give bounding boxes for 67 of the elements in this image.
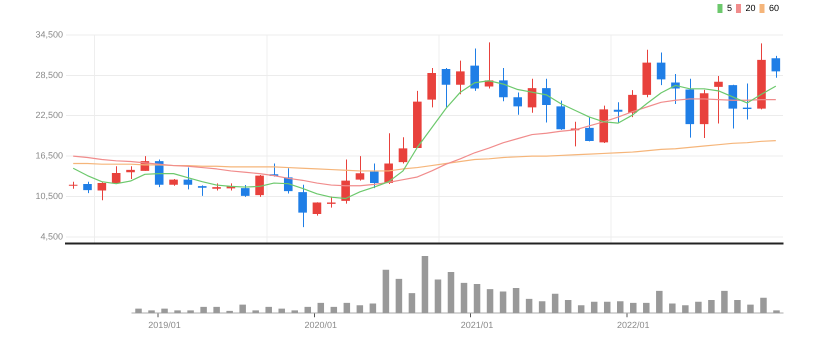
x-tick-label: 2021/01 <box>460 320 494 330</box>
legend-label: 5 <box>726 2 732 13</box>
bar <box>734 300 741 314</box>
bar <box>396 278 402 314</box>
bar <box>486 289 494 314</box>
bar <box>330 306 338 314</box>
candlestick <box>442 67 450 108</box>
bar <box>538 301 546 314</box>
bar <box>604 302 610 314</box>
bar <box>304 306 312 314</box>
candlestick <box>398 136 408 164</box>
x-tick-label: 2019/01 <box>148 320 181 330</box>
y-tick-label: 10,500 <box>35 190 63 201</box>
bar <box>408 293 416 314</box>
candlestick <box>714 76 723 124</box>
y-tick-label: 16,500 <box>35 150 63 161</box>
candlestick <box>513 92 522 116</box>
candlestick <box>742 82 752 120</box>
bar <box>564 300 572 314</box>
bar <box>747 304 754 314</box>
bar <box>161 308 168 314</box>
bar <box>213 306 220 314</box>
y-tick-label: 34,500 <box>35 29 63 40</box>
bar <box>265 306 272 314</box>
bar <box>512 288 520 314</box>
bar <box>370 303 376 314</box>
y-tick-label: 22,500 <box>35 110 63 120</box>
bar <box>448 272 454 314</box>
bar <box>422 256 428 314</box>
bar <box>318 302 324 314</box>
bar <box>630 302 637 314</box>
bar <box>578 305 584 314</box>
y-tick-label: 28,500 <box>35 70 63 80</box>
bar <box>382 270 390 314</box>
candlestick <box>126 166 135 180</box>
legend-label: 20 <box>745 2 756 13</box>
bar <box>239 304 246 314</box>
bar <box>682 305 689 314</box>
bar <box>695 302 702 314</box>
candlestick <box>240 184 250 198</box>
bar <box>708 300 715 314</box>
candlestick <box>772 55 780 78</box>
bar <box>526 298 532 314</box>
bar <box>278 308 285 314</box>
candlestick <box>83 181 92 194</box>
bar <box>760 298 767 314</box>
x-tick-label: 2022/01 <box>616 320 650 330</box>
bar <box>590 302 598 314</box>
candlestick <box>169 178 178 186</box>
bar <box>460 282 468 314</box>
bar <box>552 294 558 314</box>
bar <box>616 301 624 314</box>
bar <box>656 290 663 314</box>
x-tick-label: 2020/01 <box>304 320 338 330</box>
bar <box>135 308 142 314</box>
candlestick <box>312 202 322 216</box>
bar <box>344 302 350 314</box>
bar <box>669 303 676 314</box>
y-tick-label: 4,500 <box>40 231 63 242</box>
legend-label: 60 <box>768 2 780 13</box>
bar <box>643 302 650 314</box>
bar <box>474 284 480 314</box>
bar <box>356 305 364 314</box>
bar <box>434 279 442 314</box>
bar <box>721 290 728 314</box>
bar <box>200 306 207 314</box>
bar <box>500 291 506 314</box>
